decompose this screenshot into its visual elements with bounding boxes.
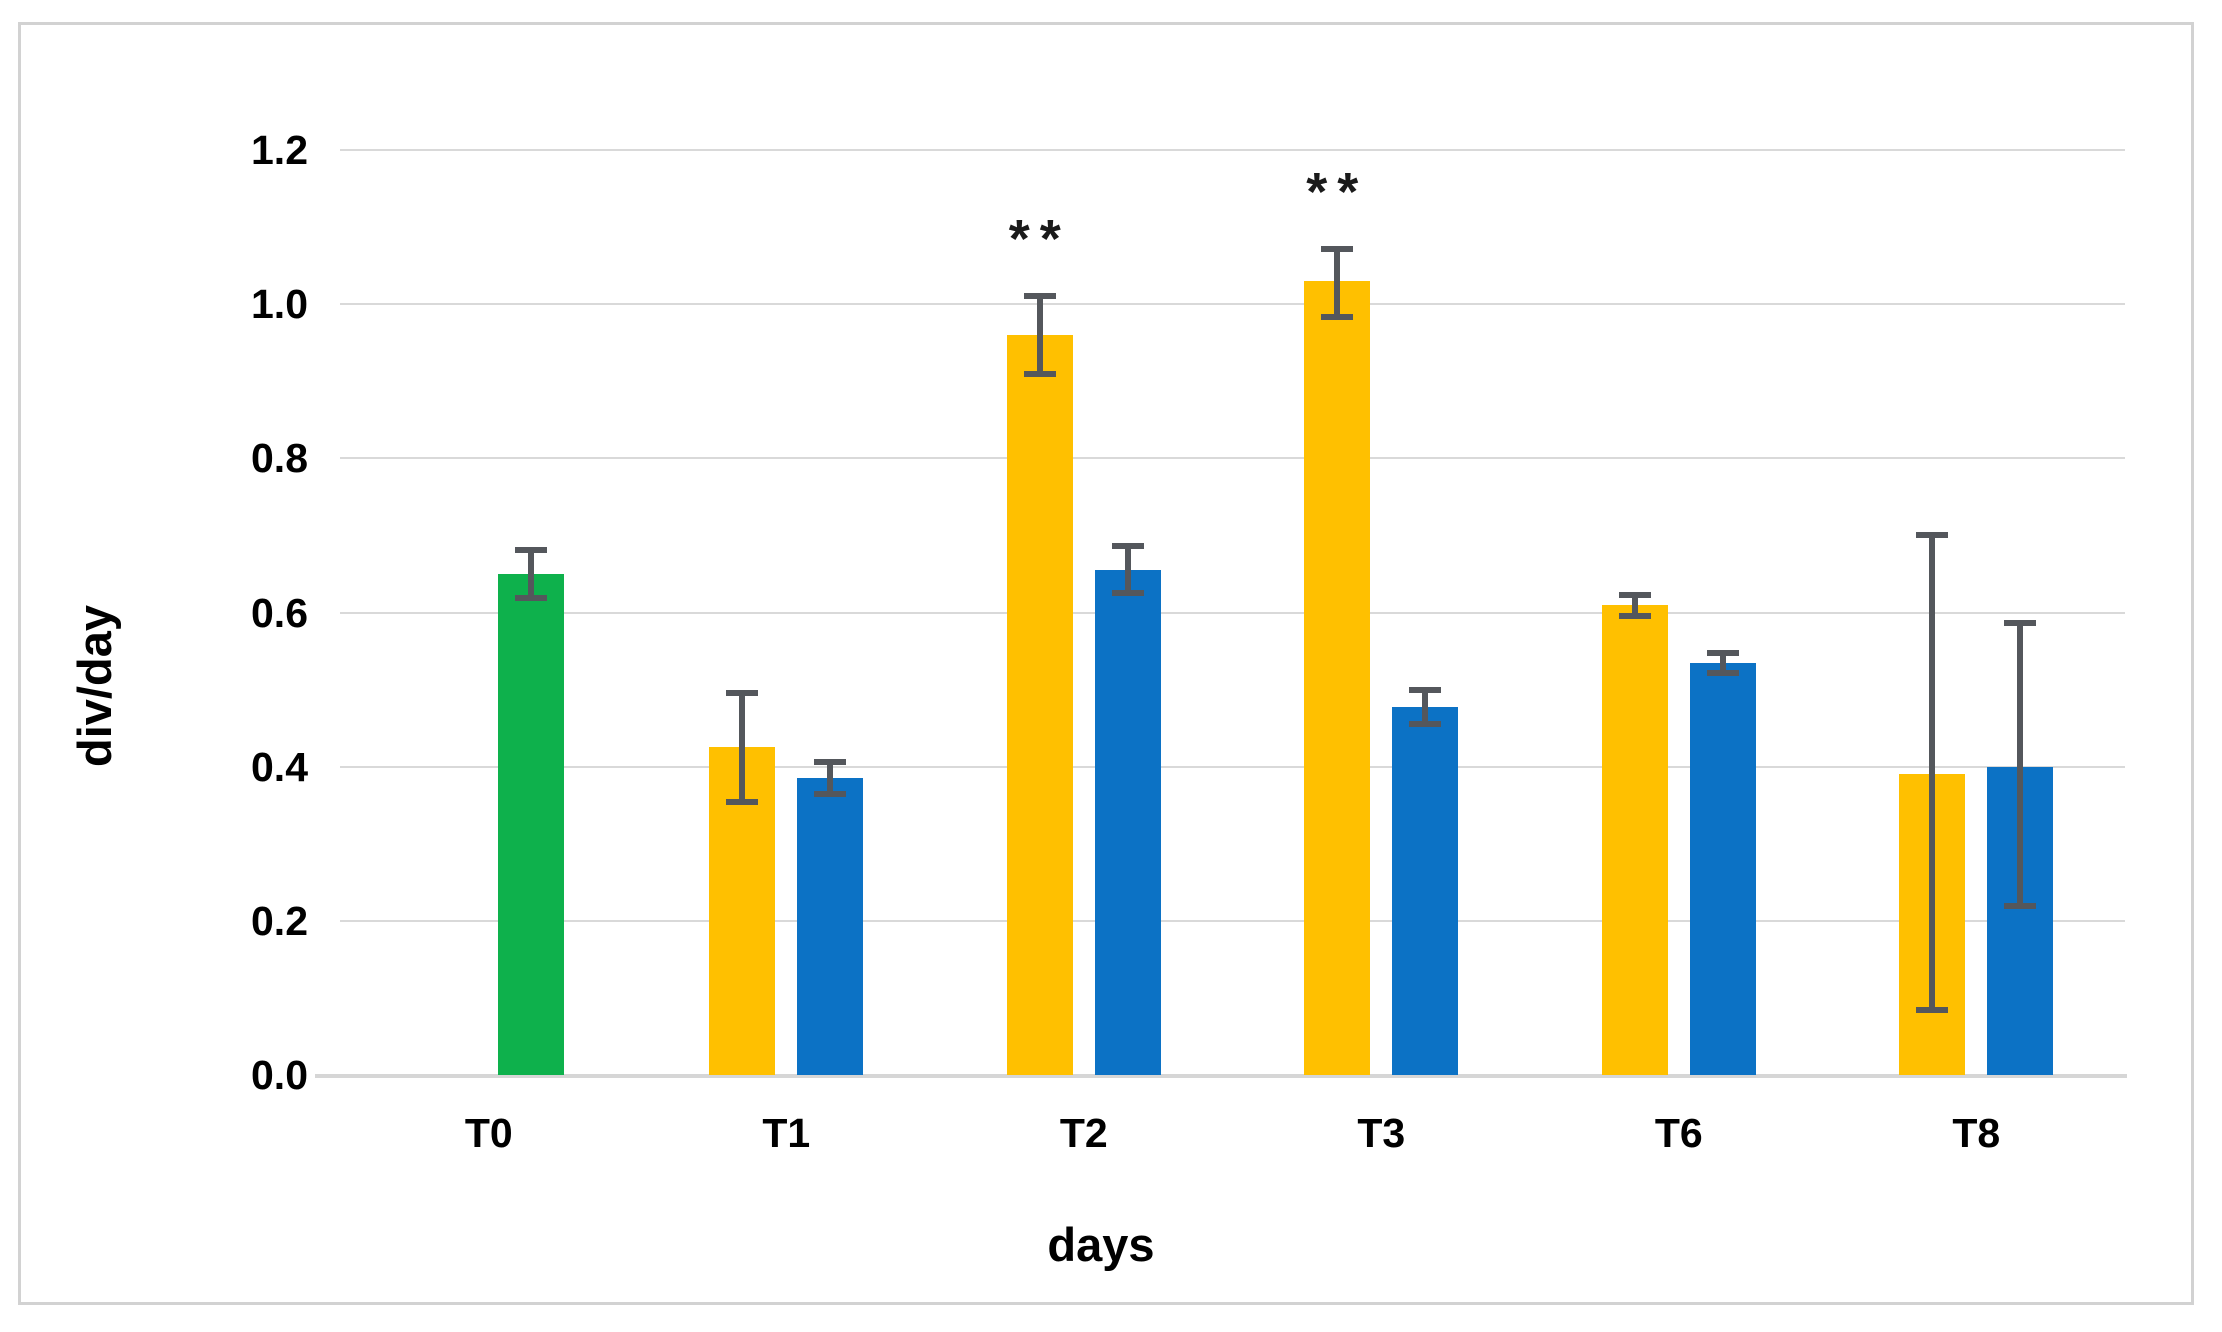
- bar-green-baseline-T0: [497, 573, 564, 1075]
- x-axis-line: [315, 1074, 2127, 1078]
- error-bar-yellow-series-T6: [1618, 592, 1651, 619]
- error-bar-blue-series-T3: [1409, 687, 1442, 727]
- y-tick-label: 0.0: [251, 1052, 308, 1098]
- y-tick-label: 1.2: [251, 127, 308, 173]
- category-label: T6: [1654, 1110, 1703, 1156]
- bar-yellow-series-T2: [1006, 335, 1073, 1075]
- category-label: T1: [762, 1110, 811, 1156]
- error-bar-yellow-series-T8: [1916, 531, 1949, 1014]
- y-tick-label: 0.8: [251, 435, 308, 482]
- error-bar-yellow-series-T2: [1023, 292, 1056, 378]
- y-tick-label: 1.0: [251, 281, 308, 328]
- significance-annotation: **: [1306, 162, 1369, 223]
- gridline: [340, 919, 2125, 922]
- gridline: [340, 457, 2125, 460]
- error-bar-yellow-series-T1: [726, 689, 759, 806]
- bar-yellow-series-T6: [1601, 604, 1668, 1075]
- error-bar-blue-series-T8: [2004, 620, 2037, 910]
- gridline: [340, 765, 2125, 768]
- y-axis-title: div/day: [68, 605, 121, 767]
- category-label: T0: [464, 1110, 513, 1156]
- bar-blue-series-T3: [1392, 706, 1459, 1075]
- y-tick-label: 0.4: [251, 743, 308, 790]
- plot-area: ** **: [340, 149, 2125, 1075]
- error-bar-blue-series-T2: [1111, 543, 1144, 596]
- y-tick-label: 0.6: [251, 589, 308, 636]
- bar-blue-series-T6: [1689, 662, 1756, 1075]
- error-bar-yellow-series-T3: [1321, 246, 1354, 320]
- gridline: [340, 611, 2125, 614]
- error-bar-blue-series-T6: [1706, 650, 1739, 677]
- x-axis-title: days: [1047, 1218, 1155, 1271]
- gridline: [340, 303, 2125, 306]
- y-tick-label: 0.2: [251, 897, 308, 944]
- bar-yellow-series-T3: [1304, 281, 1371, 1075]
- category-label: T2: [1059, 1110, 1108, 1156]
- significance-annotation: **: [1008, 208, 1071, 269]
- category-label: T3: [1357, 1110, 1406, 1156]
- bar-blue-series-T2: [1094, 570, 1161, 1075]
- gridline: [340, 149, 2125, 151]
- error-bar-green-baseline-T0: [514, 546, 547, 601]
- bar-blue-series-T1: [797, 778, 864, 1075]
- category-label: T8: [1952, 1110, 2001, 1156]
- error-bar-blue-series-T1: [814, 758, 847, 798]
